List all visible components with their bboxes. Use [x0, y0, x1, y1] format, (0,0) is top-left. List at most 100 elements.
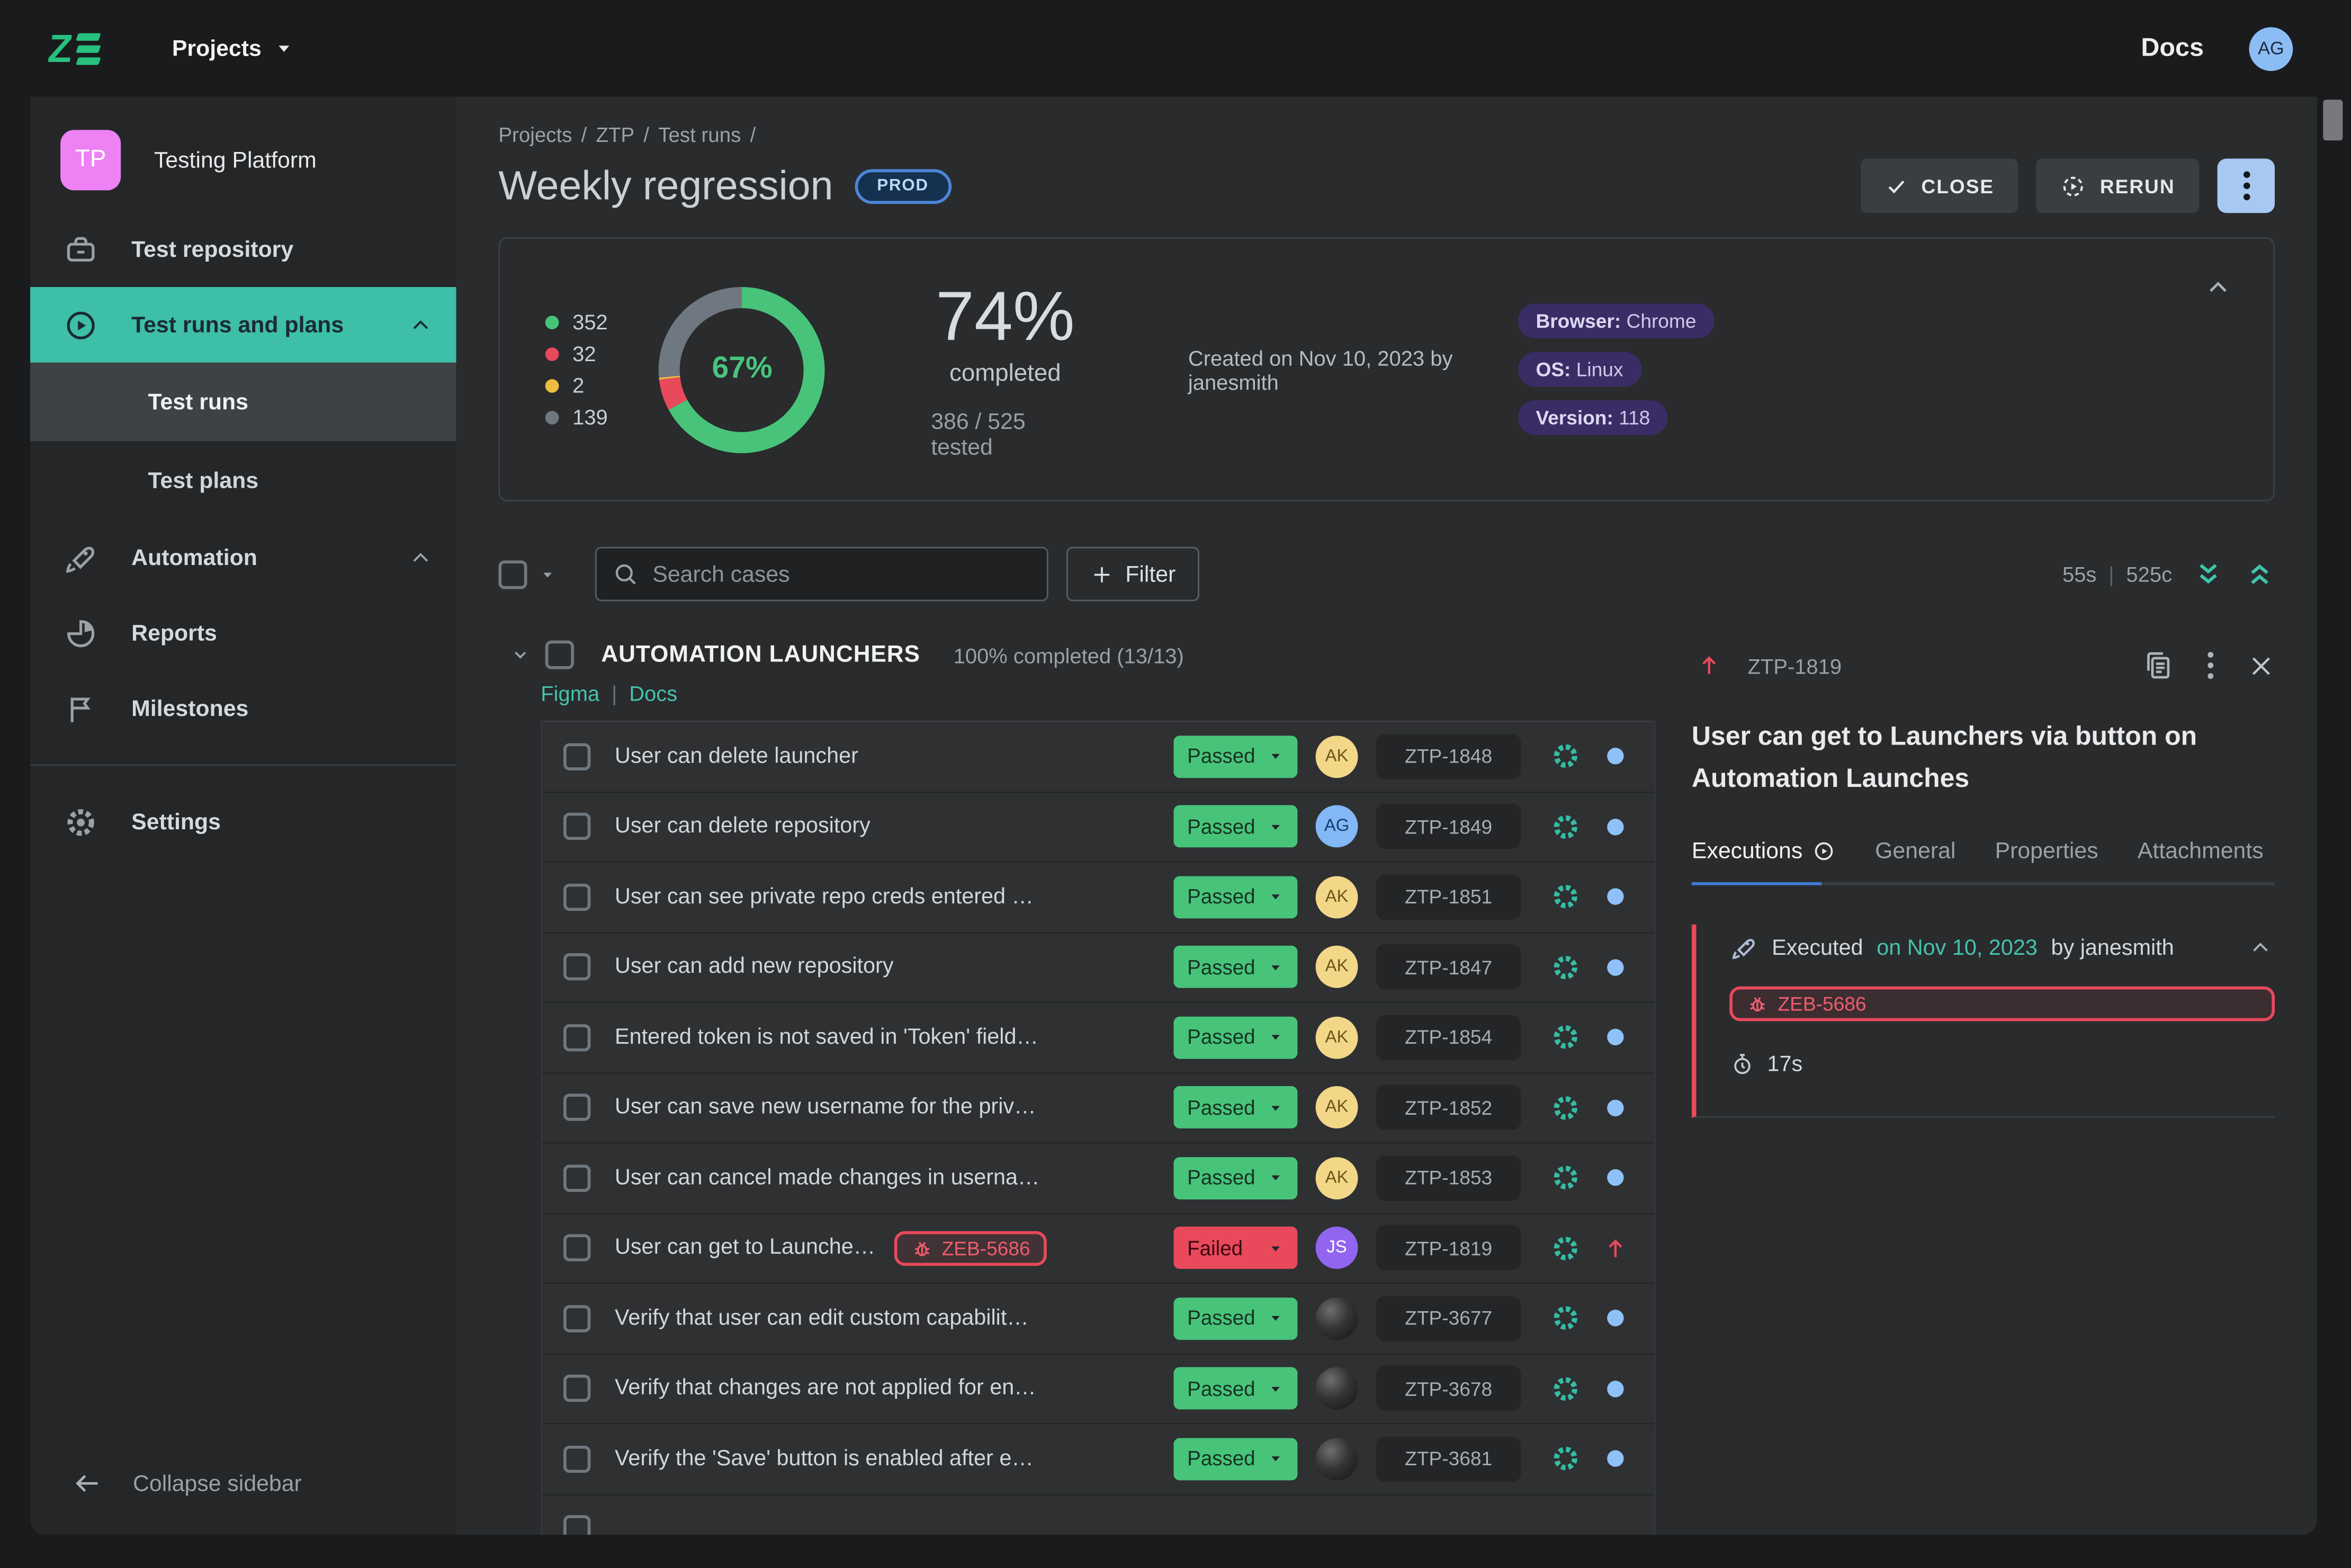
result-dot-icon[interactable] [1607, 818, 1624, 835]
tab-properties[interactable]: Properties [1995, 838, 2098, 882]
status-dropdown[interactable]: Passed [1173, 1157, 1298, 1199]
sidebar-item-settings[interactable]: Settings [30, 784, 456, 860]
assignee-avatar[interactable]: AK [1315, 875, 1358, 918]
search-input[interactable] [652, 561, 1032, 587]
ticket-badge[interactable]: ZTP-1851 [1376, 874, 1521, 920]
tab-executions[interactable]: Executions [1692, 838, 1836, 882]
status-dropdown[interactable]: Passed [1173, 1297, 1298, 1340]
result-dot-icon[interactable] [1607, 889, 1624, 906]
case-row[interactable]: Verify that changes are not applied for … [542, 1354, 1654, 1425]
copy-icon[interactable] [2142, 650, 2174, 682]
result-dot-icon[interactable] [1607, 1029, 1624, 1046]
result-dot-icon[interactable] [1607, 1099, 1624, 1116]
assignee-avatar[interactable]: AK [1315, 735, 1358, 778]
assignee-avatar[interactable] [1315, 1437, 1358, 1480]
ticket-badge[interactable]: ZTP-3681 [1376, 1436, 1521, 1482]
case-row[interactable]: User can delete launcher Passed AK ZTP-1848 [542, 722, 1654, 793]
case-row[interactable]: User can see private repo creds entered … [542, 862, 1654, 933]
status-dropdown[interactable]: Passed [1173, 1367, 1298, 1410]
ticket-badge[interactable]: ZTP-1853 [1376, 1155, 1521, 1201]
sidebar-item-test-repository[interactable]: Test repository [30, 211, 456, 287]
automation-gear-icon[interactable] [1551, 812, 1580, 841]
collapse-sidebar-button[interactable]: Collapse sidebar [73, 1468, 302, 1499]
tab-attachments[interactable]: Attachments [2138, 838, 2264, 882]
result-dot-icon[interactable] [1607, 1380, 1624, 1397]
case-checkbox[interactable] [563, 883, 591, 911]
automation-gear-icon[interactable] [1551, 1374, 1580, 1403]
section-link-figma[interactable]: Figma [541, 681, 600, 706]
ticket-badge[interactable]: ZTP-1819 [1376, 1225, 1521, 1271]
section-chevron-down-icon[interactable] [510, 645, 530, 665]
execution-chevron-up-icon[interactable] [2249, 937, 2272, 960]
case-row[interactable]: User can delete repository Passed AG ZTP-18… [542, 792, 1654, 863]
zebrunner-logo-icon[interactable]: Z [46, 25, 101, 71]
case-checkbox[interactable] [563, 742, 591, 770]
docs-link[interactable]: Docs [2141, 33, 2204, 62]
case-checkbox[interactable] [563, 813, 591, 840]
case-checkbox[interactable] [563, 1024, 591, 1051]
automation-gear-icon[interactable] [1551, 1163, 1580, 1192]
breadcrumb-item[interactable]: Test runs [658, 123, 741, 147]
case-row[interactable]: Entered token is not saved in 'Token' fi… [542, 1003, 1654, 1073]
automation-gear-icon[interactable] [1551, 1094, 1580, 1122]
linked-bug-badge[interactable]: ZEB-5686 [893, 1231, 1047, 1266]
ticket-badge[interactable]: ZTP-1848 [1376, 733, 1521, 779]
case-checkbox[interactable] [563, 1515, 591, 1535]
user-avatar[interactable]: AG [2249, 26, 2293, 70]
automation-gear-icon[interactable] [1551, 953, 1580, 981]
ticket-badge[interactable]: ZTP-1847 [1376, 944, 1521, 990]
case-row[interactable]: User can add new repository Passed AK ZTP-1… [542, 933, 1654, 1003]
status-dropdown[interactable]: Passed [1173, 946, 1298, 989]
expand-all-icon[interactable] [2193, 559, 2223, 589]
collapse-card-chevron-up-icon[interactable] [2205, 275, 2231, 300]
status-dropdown[interactable]: Passed [1173, 1086, 1298, 1129]
result-dot-icon[interactable] [1607, 1169, 1624, 1187]
assignee-avatar[interactable]: AK [1315, 1157, 1358, 1199]
case-checkbox[interactable] [563, 953, 591, 981]
close-panel-icon[interactable] [2248, 652, 2275, 679]
detail-kebab-icon[interactable] [2207, 651, 2214, 679]
breadcrumb-item[interactable]: Projects [498, 123, 572, 147]
rerun-button[interactable]: RERUN [2036, 158, 2200, 213]
assignee-avatar[interactable]: AK [1315, 1086, 1358, 1129]
sidebar-item-automation[interactable]: Automation [30, 519, 456, 595]
vertical-scrollbar-thumb[interactable] [2323, 100, 2343, 141]
execution-date-link[interactable]: on Nov 10, 2023 [1877, 936, 2038, 960]
ticket-badge[interactable]: ZTP-1854 [1376, 1015, 1521, 1060]
status-dropdown[interactable]: Failed [1173, 1227, 1298, 1269]
case-row[interactable]: User can get to Launche… ZEB-5686 Failed JS… [542, 1214, 1654, 1284]
ticket-badge[interactable]: ZTP-1852 [1376, 1085, 1521, 1131]
select-all-checkbox[interactable] [498, 559, 527, 589]
case-checkbox[interactable] [563, 1094, 591, 1122]
automation-gear-icon[interactable] [1551, 1445, 1580, 1473]
collapse-all-icon[interactable] [2245, 559, 2275, 589]
status-dropdown[interactable]: Passed [1173, 1437, 1298, 1480]
automation-gear-icon[interactable] [1551, 883, 1580, 911]
status-dropdown[interactable]: Passed [1173, 805, 1298, 848]
sidebar-item-test-runs[interactable]: Test runs [30, 362, 456, 441]
case-row[interactable]: Verify that user can edit custom capabil… [542, 1284, 1654, 1355]
breadcrumb-item[interactable]: ZTP [596, 123, 635, 147]
case-row[interactable]: User can cancel made changes in userna… P… [542, 1143, 1654, 1214]
projects-menu[interactable]: Projects [172, 35, 295, 61]
case-checkbox[interactable] [563, 1234, 591, 1262]
more-actions-button[interactable] [2217, 158, 2275, 213]
assignee-avatar[interactable]: AK [1315, 1016, 1358, 1059]
result-dot-icon[interactable] [1607, 958, 1624, 976]
case-row[interactable]: User can save new username for the priv…… [542, 1073, 1654, 1144]
case-checkbox[interactable] [563, 1164, 591, 1191]
close-button[interactable]: CLOSE [1861, 158, 2018, 213]
select-options-caret-icon[interactable] [539, 566, 555, 582]
linked-bug-badge[interactable]: ZEB-5686 [1729, 986, 2275, 1022]
result-dot-icon[interactable] [1607, 1450, 1624, 1467]
result-dot-icon[interactable] [1607, 1310, 1624, 1327]
project-switcher[interactable]: TP Testing Platform [30, 118, 456, 212]
case-checkbox[interactable] [563, 1445, 591, 1473]
ticket-badge[interactable]: ZTP-3677 [1376, 1295, 1521, 1341]
case-checkbox[interactable] [563, 1375, 591, 1402]
sidebar-item-test-runs-and-plans[interactable]: Test runs and plans [30, 286, 456, 363]
filter-button[interactable]: Filter [1066, 546, 1200, 602]
case-checkbox[interactable] [563, 1304, 591, 1332]
assignee-avatar[interactable]: AK [1315, 946, 1358, 989]
automation-gear-icon[interactable] [1551, 1234, 1580, 1262]
